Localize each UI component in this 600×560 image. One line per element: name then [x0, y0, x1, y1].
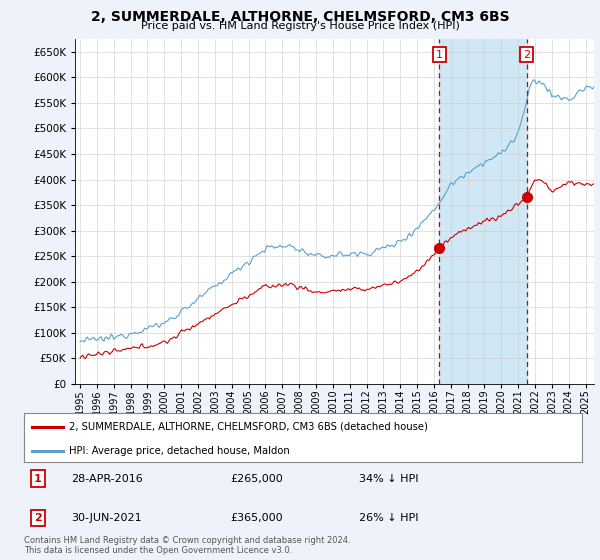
Text: 2, SUMMERDALE, ALTHORNE, CHELMSFORD, CM3 6BS (detached house): 2, SUMMERDALE, ALTHORNE, CHELMSFORD, CM3… — [68, 422, 428, 432]
Text: Price paid vs. HM Land Registry's House Price Index (HPI): Price paid vs. HM Land Registry's House … — [140, 21, 460, 31]
Text: £365,000: £365,000 — [230, 513, 283, 522]
Text: 34% ↓ HPI: 34% ↓ HPI — [359, 474, 418, 483]
Text: HPI: Average price, detached house, Maldon: HPI: Average price, detached house, Mald… — [68, 446, 289, 456]
Text: 26% ↓ HPI: 26% ↓ HPI — [359, 513, 418, 522]
Text: 28-APR-2016: 28-APR-2016 — [71, 474, 143, 483]
Text: 2: 2 — [34, 513, 42, 522]
Text: £265,000: £265,000 — [230, 474, 283, 483]
Text: 1: 1 — [34, 474, 42, 483]
Text: 1: 1 — [436, 49, 443, 59]
Text: 30-JUN-2021: 30-JUN-2021 — [71, 513, 142, 522]
Text: 2, SUMMERDALE, ALTHORNE, CHELMSFORD, CM3 6BS: 2, SUMMERDALE, ALTHORNE, CHELMSFORD, CM3… — [91, 10, 509, 24]
Text: 2: 2 — [523, 49, 530, 59]
Text: Contains HM Land Registry data © Crown copyright and database right 2024.
This d: Contains HM Land Registry data © Crown c… — [24, 536, 350, 556]
Bar — [439, 39, 527, 384]
